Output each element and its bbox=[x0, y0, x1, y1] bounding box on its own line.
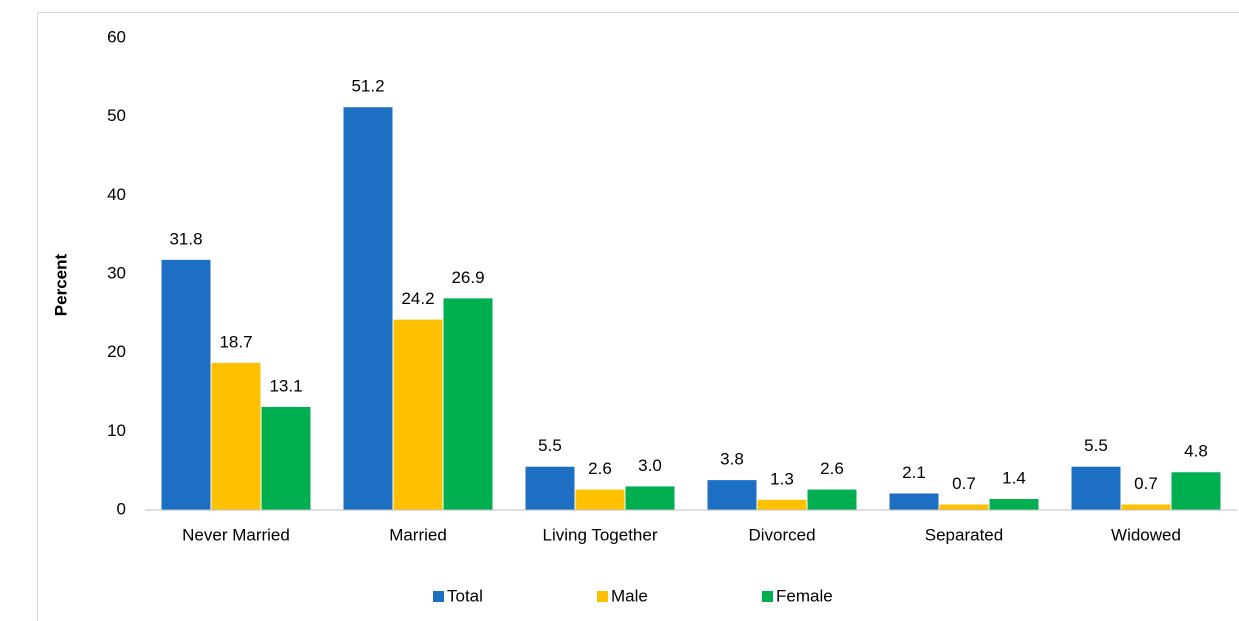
legend-label: Total bbox=[447, 586, 483, 605]
bar bbox=[211, 362, 261, 510]
y-tick-label: 30 bbox=[107, 263, 126, 282]
bar bbox=[889, 493, 939, 510]
bar bbox=[1171, 472, 1221, 510]
data-label: 0.7 bbox=[1134, 474, 1158, 493]
bar bbox=[1071, 466, 1121, 510]
bar bbox=[525, 466, 575, 510]
bar bbox=[575, 489, 625, 510]
legend-swatch bbox=[762, 591, 773, 602]
bar bbox=[989, 498, 1039, 510]
data-label: 5.5 bbox=[1084, 436, 1108, 455]
data-label: 51.2 bbox=[351, 77, 384, 96]
bar bbox=[443, 298, 493, 510]
x-tick-label: Never Married bbox=[182, 525, 290, 544]
data-label: 3.0 bbox=[638, 456, 662, 475]
legend-label: Female bbox=[776, 586, 833, 605]
y-tick-label: 20 bbox=[107, 342, 126, 361]
data-label: 0.7 bbox=[952, 474, 976, 493]
data-label: 5.5 bbox=[538, 436, 562, 455]
y-tick-label: 40 bbox=[107, 185, 126, 204]
y-tick-label: 60 bbox=[107, 27, 126, 46]
data-label: 1.3 bbox=[770, 469, 794, 488]
bar bbox=[939, 504, 989, 510]
data-label: 13.1 bbox=[269, 376, 302, 395]
x-tick-label: Separated bbox=[925, 525, 1003, 544]
data-label: 1.4 bbox=[1002, 468, 1026, 487]
bar bbox=[707, 480, 757, 510]
bar bbox=[1121, 504, 1171, 510]
bar bbox=[343, 107, 393, 510]
data-label: 2.6 bbox=[820, 459, 844, 478]
x-tick-label: Married bbox=[389, 525, 447, 544]
bar bbox=[261, 406, 311, 510]
data-label: 4.8 bbox=[1184, 442, 1208, 461]
data-label: 26.9 bbox=[451, 268, 484, 287]
data-label: 2.1 bbox=[902, 463, 926, 482]
y-tick-label: 0 bbox=[117, 499, 126, 518]
y-tick-label: 10 bbox=[107, 421, 126, 440]
y-tick-label: 50 bbox=[107, 106, 126, 125]
legend-swatch bbox=[597, 591, 608, 602]
data-label: 18.7 bbox=[219, 332, 252, 351]
data-label: 2.6 bbox=[588, 459, 612, 478]
bar bbox=[757, 499, 807, 510]
bar bbox=[625, 486, 675, 510]
data-label: 31.8 bbox=[169, 229, 202, 248]
bar bbox=[807, 489, 857, 510]
bar bbox=[393, 319, 443, 510]
y-axis-label: Percent bbox=[51, 253, 70, 316]
chart-border bbox=[37, 12, 1239, 621]
bar bbox=[161, 259, 211, 510]
data-label: 24.2 bbox=[401, 289, 434, 308]
x-tick-label: Widowed bbox=[1111, 525, 1181, 544]
x-tick-label: Living Together bbox=[543, 525, 658, 544]
legend-swatch bbox=[433, 591, 444, 602]
legend-label: Male bbox=[611, 586, 648, 605]
x-tick-label: Divorced bbox=[748, 525, 815, 544]
data-label: 3.8 bbox=[720, 450, 744, 469]
